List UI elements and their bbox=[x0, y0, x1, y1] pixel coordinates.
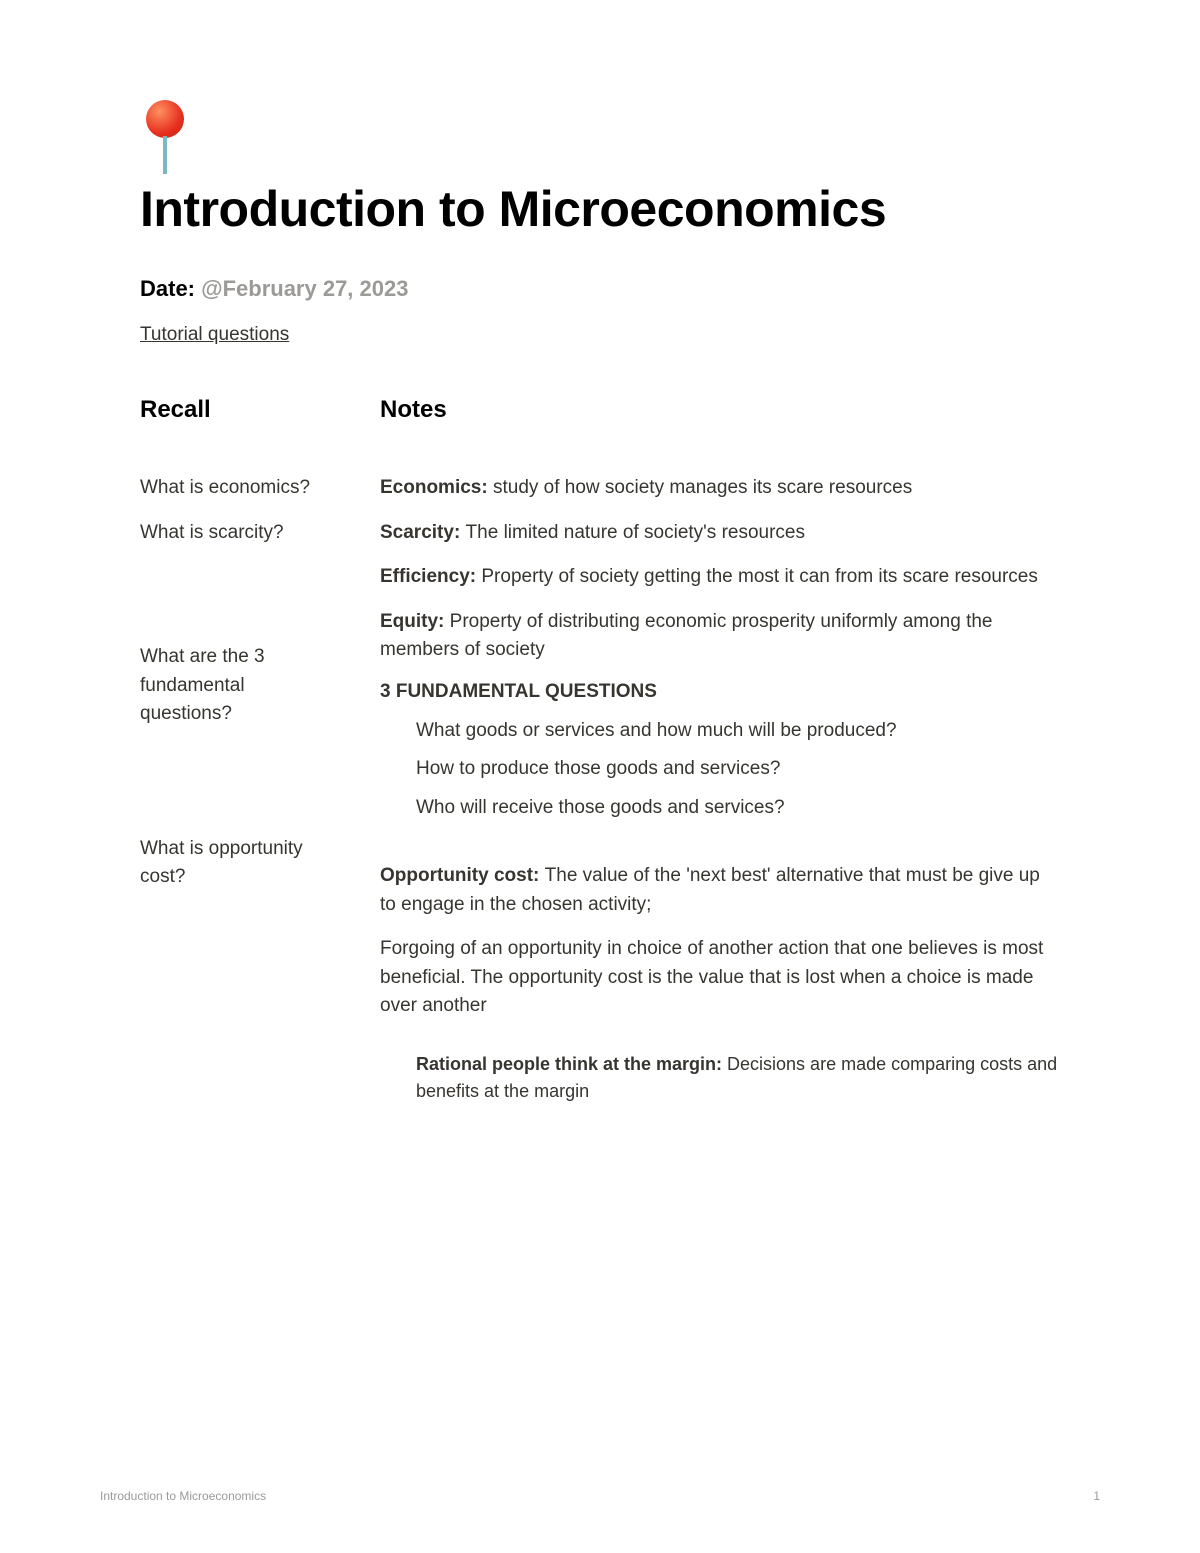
term-efficiency: Efficiency: bbox=[380, 566, 481, 587]
term-economics: Economics: bbox=[380, 477, 493, 498]
footer-page-number: 1 bbox=[1093, 1489, 1100, 1503]
recall-question: What is opportunity cost? bbox=[140, 835, 340, 892]
recall-question: What is scarcity? bbox=[140, 519, 340, 548]
def-text: Property of distributing economic prospe… bbox=[380, 611, 992, 661]
notes-column: Notes Economics: study of how society ma… bbox=[380, 396, 1060, 1105]
list-item: What goods or services and how much will… bbox=[416, 717, 1060, 746]
pushpin-icon bbox=[140, 100, 190, 170]
fundamental-questions-list: What goods or services and how much will… bbox=[380, 717, 1060, 823]
fundamental-questions-title: 3 FUNDAMENTAL QUESTIONS bbox=[380, 681, 1060, 703]
date-label: Date: bbox=[140, 276, 201, 301]
margin-callout: Rational people think at the margin: Dec… bbox=[416, 1051, 1060, 1105]
tutorial-questions-link[interactable]: Tutorial questions bbox=[140, 324, 289, 346]
note-definition: Equity: Property of distributing economi… bbox=[380, 608, 1060, 665]
list-item: Who will receive those goods and service… bbox=[416, 794, 1060, 823]
note-paragraph: Forgoing of an opportunity in choice of … bbox=[380, 935, 1060, 1021]
notes-header: Notes bbox=[380, 396, 1060, 424]
def-text: Property of society getting the most it … bbox=[481, 566, 1038, 587]
note-definition: Scarcity: The limited nature of society'… bbox=[380, 519, 1060, 548]
recall-column: Recall What is economics? What is scarci… bbox=[140, 396, 340, 1105]
recall-question: What is economics? bbox=[140, 474, 340, 503]
date-row: Date: @February 27, 2023 bbox=[140, 276, 1060, 302]
def-text: The limited nature of society's resource… bbox=[466, 522, 805, 543]
term-opportunity-cost: Opportunity cost: bbox=[380, 865, 545, 886]
term-rational-margin: Rational people think at the margin: bbox=[416, 1054, 727, 1074]
date-value[interactable]: @February 27, 2023 bbox=[201, 276, 408, 301]
page-title: Introduction to Microeconomics bbox=[140, 180, 1060, 238]
list-item: How to produce those goods and services? bbox=[416, 755, 1060, 784]
note-definition: Economics: study of how society manages … bbox=[380, 474, 1060, 503]
term-equity: Equity: bbox=[380, 611, 450, 632]
footer-doc-title: Introduction to Microeconomics bbox=[100, 1489, 266, 1503]
note-definition: Efficiency: Property of society getting … bbox=[380, 563, 1060, 592]
page-footer: Introduction to Microeconomics 1 bbox=[100, 1489, 1100, 1503]
def-text: study of how society manages its scare r… bbox=[493, 477, 912, 498]
recall-header: Recall bbox=[140, 396, 340, 424]
term-scarcity: Scarcity: bbox=[380, 522, 466, 543]
cornell-notes-layout: Recall What is economics? What is scarci… bbox=[140, 396, 1060, 1105]
recall-question: What are the 3 fundamental questions? bbox=[140, 643, 340, 729]
note-definition: Opportunity cost: The value of the 'next… bbox=[380, 862, 1060, 919]
